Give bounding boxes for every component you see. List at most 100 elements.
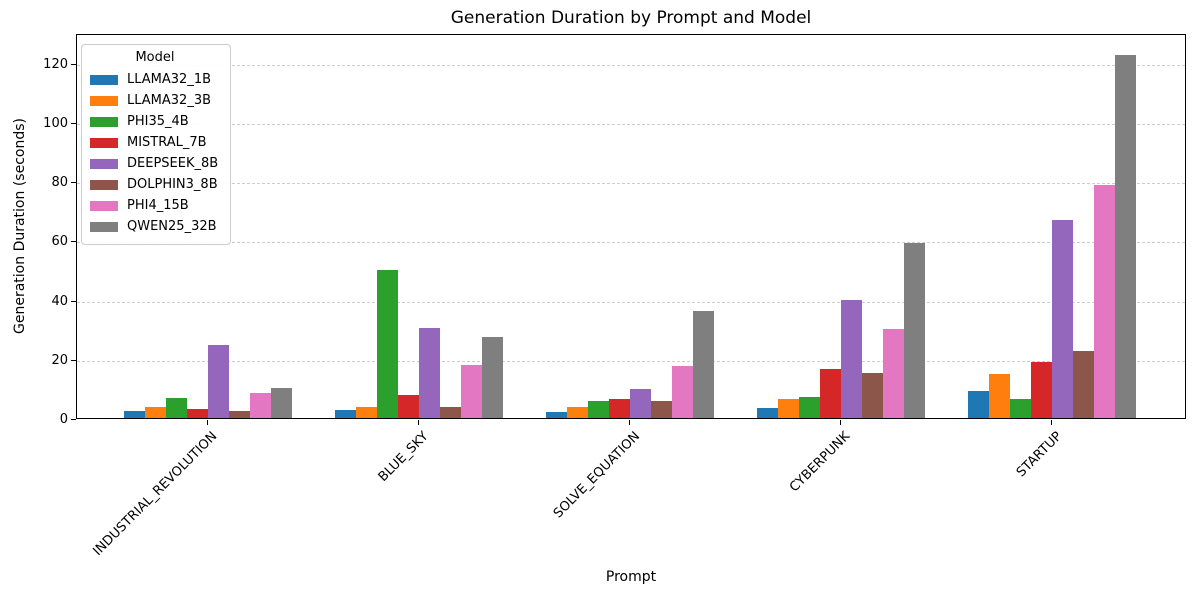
legend-label: PHI4_15B — [127, 198, 189, 213]
bar-phi4_15b-solve_equation — [672, 366, 693, 418]
x-tick-label-solve_equation: SOLVE_EQUATION — [550, 429, 643, 522]
legend-swatch-icon — [90, 200, 118, 211]
y-tick-mark — [71, 182, 76, 184]
bar-phi35_4b-solve_equation — [588, 401, 609, 418]
bar-llama32_1b-blue_sky — [335, 410, 356, 418]
bar-mistral_7b-startup — [1031, 362, 1052, 418]
gridline-y80 — [77, 183, 1185, 185]
legend-label: PHI35_4B — [127, 114, 189, 129]
bar-phi4_15b-cyberpunk — [883, 329, 904, 418]
legend-label: QWEN25_32B — [127, 219, 217, 234]
legend: Model LLAMA32_1B LLAMA32_3B PHI35_4B MISTRA… — [81, 44, 231, 245]
x-tick-mark — [840, 420, 841, 425]
gridline-y120 — [77, 64, 1185, 66]
y-tick-label: 100 — [43, 115, 68, 131]
bar-deepseek_8b-cyberpunk — [841, 300, 862, 418]
y-tick-label: 60 — [51, 234, 68, 250]
bar-deepseek_8b-industrial_revolution — [208, 344, 229, 418]
legend-title: Model — [135, 50, 175, 65]
bar-qwen25_32b-industrial_revolution — [271, 387, 292, 418]
legend-label: DEEPSEEK_8B — [127, 156, 219, 171]
bar-mistral_7b-cyberpunk — [820, 369, 841, 418]
legend-item-mistral_7b: MISTRAL_7B — [90, 132, 220, 153]
x-tick-mark — [629, 420, 630, 425]
y-tick-mark — [71, 300, 76, 302]
bar-llama32_1b-startup — [968, 391, 989, 418]
bar-qwen25_32b-startup — [1115, 55, 1136, 418]
x-tick-label-industrial_revolution: INDUSTRIAL_REVOLUTION — [90, 429, 221, 559]
bar-mistral_7b-solve_equation — [609, 398, 630, 418]
bar-phi35_4b-cyberpunk — [799, 397, 820, 418]
legend-label: LLAMA32_1B — [127, 72, 212, 87]
bar-phi4_15b-industrial_revolution — [250, 392, 271, 418]
gridline-y100 — [77, 123, 1185, 125]
legend-swatch-icon — [90, 95, 118, 106]
bar-llama32_3b-industrial_revolution — [145, 406, 166, 418]
y-tick-label: 40 — [51, 293, 68, 309]
legend-item-phi4_15b: PHI4_15B — [90, 195, 220, 216]
y-tick-mark — [71, 241, 76, 243]
bar-dolphin3_8b-startup — [1073, 350, 1094, 418]
legend-label: DOLPHIN3_8B — [127, 177, 218, 192]
chart-title: Generation Duration by Prompt and Model — [450, 8, 812, 28]
legend-item-llama32_3b: LLAMA32_3B — [90, 90, 220, 111]
bar-dolphin3_8b-solve_equation — [651, 401, 672, 418]
legend-items: LLAMA32_1B LLAMA32_3B PHI35_4B MISTRAL_7B DE… — [90, 69, 220, 237]
y-tick-mark — [71, 122, 76, 124]
bar-phi4_15b-blue_sky — [461, 365, 482, 418]
bar-phi35_4b-startup — [1010, 398, 1031, 418]
x-tick-label-blue_sky: BLUE_SKY — [375, 429, 432, 485]
bar-mistral_7b-industrial_revolution — [187, 409, 208, 418]
legend-item-dolphin3_8b: DOLPHIN3_8B — [90, 174, 220, 195]
x-axis-label: Prompt — [605, 569, 657, 585]
legend-swatch-icon — [90, 179, 118, 190]
bar-qwen25_32b-solve_equation — [693, 311, 714, 418]
bar-dolphin3_8b-cyberpunk — [862, 373, 883, 418]
x-tick-mark — [1051, 420, 1052, 425]
legend-item-qwen25_32b: QWEN25_32B — [90, 216, 220, 237]
legend-label: MISTRAL_7B — [127, 135, 207, 150]
y-tick-label: 20 — [51, 352, 68, 368]
bars-layer — [77, 35, 1185, 418]
x-tick-label-startup: STARTUP — [1013, 429, 1065, 481]
bar-deepseek_8b-startup — [1052, 219, 1073, 418]
bar-llama32_3b-solve_equation — [567, 406, 588, 418]
bar-deepseek_8b-blue_sky — [419, 328, 440, 418]
bar-dolphin3_8b-industrial_revolution — [229, 410, 250, 418]
y-tick-mark — [71, 63, 76, 65]
x-tick-label-cyberpunk: CYBERPUNK — [787, 429, 854, 496]
gridline-y20 — [77, 360, 1185, 362]
x-tick-mark — [418, 420, 419, 425]
gridline-y60 — [77, 242, 1185, 244]
bar-qwen25_32b-cyberpunk — [904, 242, 925, 418]
bar-llama32_3b-cyberpunk — [778, 398, 799, 418]
legend-item-llama32_1b: LLAMA32_1B — [90, 69, 220, 90]
bar-llama32_1b-industrial_revolution — [124, 411, 145, 418]
bar-llama32_1b-solve_equation — [546, 412, 567, 418]
y-tick-label: 120 — [43, 56, 68, 72]
bar-llama32_3b-startup — [989, 373, 1010, 418]
bar-qwen25_32b-blue_sky — [482, 337, 503, 418]
bar-llama32_3b-blue_sky — [356, 406, 377, 418]
bar-mistral_7b-blue_sky — [398, 395, 419, 418]
legend-swatch-icon — [90, 158, 118, 169]
legend-item-phi35_4b: PHI35_4B — [90, 111, 220, 132]
y-tick-mark — [71, 419, 76, 420]
gridlines-layer — [77, 35, 1185, 418]
x-tick-mark — [207, 420, 208, 425]
bar-deepseek_8b-solve_equation — [630, 388, 651, 418]
legend-item-deepseek_8b: DEEPSEEK_8B — [90, 153, 220, 174]
bar-llama32_1b-cyberpunk — [757, 407, 778, 418]
y-tick-mark — [71, 359, 76, 361]
legend-swatch-icon — [90, 74, 118, 85]
gridline-y40 — [77, 301, 1185, 303]
bar-phi4_15b-startup — [1094, 184, 1115, 418]
legend-swatch-icon — [90, 137, 118, 148]
plot-area: Model LLAMA32_1B LLAMA32_3B PHI35_4B MISTRA… — [76, 34, 1186, 419]
legend-swatch-icon — [90, 116, 118, 127]
legend-swatch-icon — [90, 221, 118, 232]
bar-dolphin3_8b-blue_sky — [440, 406, 461, 418]
y-tick-label: 0 — [59, 412, 68, 427]
